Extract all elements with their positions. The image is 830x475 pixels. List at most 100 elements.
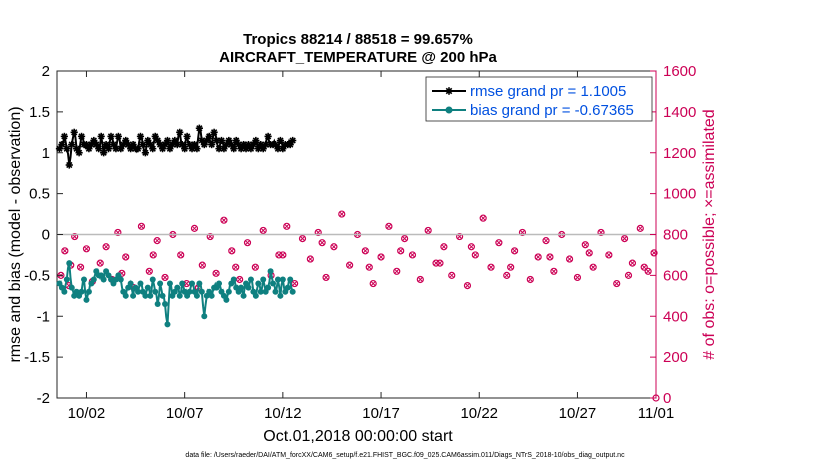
obs-point [161, 273, 169, 282]
obs-point [361, 247, 369, 255]
legend-rmse-marker [445, 87, 453, 95]
x-axis: 10/02 10/07 10/12 10/17 10/22 10/27 11/01 [68, 71, 674, 422]
obs-count-series [57, 210, 660, 402]
y-left-tick-label: 0 [42, 227, 50, 244]
rmse-point [63, 145, 71, 153]
y-right-tick-label: 1200 [663, 145, 696, 162]
y-axis-right-label: # of obs: o=possible; ×=assimilated [701, 109, 718, 359]
bias-point [176, 292, 183, 299]
bias-point [78, 288, 85, 295]
bias-point [137, 280, 144, 287]
legend-bias-marker [445, 106, 453, 114]
obs-point [448, 271, 456, 279]
rmse-point [289, 136, 297, 145]
bias-point [147, 292, 154, 299]
bias-point [225, 288, 232, 295]
bias-point [223, 296, 230, 303]
rmse-point [58, 140, 66, 149]
obs-point [436, 259, 444, 267]
obs-point [137, 222, 146, 230]
chart-title-line1: Tropics 88214 / 88518 = 99.657% [243, 31, 473, 48]
obs-point [61, 247, 69, 255]
obs-point [424, 226, 432, 235]
obs-point [153, 237, 161, 245]
rmse-point [227, 140, 235, 149]
bias-point [196, 280, 203, 287]
y-left-tick-label: 1 [42, 145, 50, 162]
bias-point [245, 284, 252, 291]
x-axis-label: Oct.01,2018 00:00:00 start [263, 428, 453, 445]
y-right-tick-label: 400 [663, 308, 688, 325]
data-file-footer: data file: /Users/raeder/DAI/ATM_forcXX/… [185, 452, 625, 459]
bias-point [85, 288, 92, 295]
obs-point [546, 253, 554, 261]
obs-point [220, 216, 228, 224]
x-tick-label: 10/07 [166, 405, 204, 422]
bias-point [66, 260, 73, 267]
obs-point [573, 273, 582, 282]
bias-point [63, 276, 70, 283]
obs-point [232, 263, 240, 271]
x-tick-label: 11/01 [638, 405, 674, 422]
obs-point [243, 239, 252, 247]
rmse-point [154, 136, 162, 145]
bias-point [81, 276, 88, 283]
rmse-point [55, 145, 64, 153]
bias-point [238, 284, 245, 291]
obs-point [318, 239, 326, 247]
bias-point [247, 276, 254, 283]
obs-point [102, 243, 110, 251]
rmse-point [100, 149, 108, 157]
rmse-point [104, 145, 113, 153]
bias-point [216, 280, 223, 287]
obs-point [122, 253, 130, 261]
obs-point [503, 271, 511, 279]
legend: rmse grand pr = 1.1005 bias grand pr = -… [425, 76, 653, 122]
bias-point [274, 276, 281, 283]
bias-point [135, 288, 142, 295]
bias-point [164, 321, 171, 328]
legend-bias-label: bias grand pr = -0.67365 [470, 102, 634, 119]
y-axis-left: -2 -1.5 -1 -0.5 0 0.5 1 1.5 2 [24, 63, 63, 407]
bias-point [127, 280, 134, 287]
bias-point [230, 276, 237, 283]
legend-rmse-star [445, 87, 453, 95]
rmse-point [65, 161, 73, 169]
bias-point [240, 292, 247, 299]
obs-point [463, 281, 472, 290]
rmse-point [158, 145, 167, 153]
obs-point [542, 237, 550, 245]
obs-point [550, 267, 558, 275]
legend-bias-dot [445, 106, 453, 114]
bias-point [270, 280, 277, 287]
obs-point [251, 263, 259, 271]
obs-point [198, 261, 206, 269]
y-right-tick-label: 600 [663, 267, 688, 284]
bias-point [287, 276, 294, 283]
bias-point [142, 292, 149, 299]
obs-point [96, 259, 104, 267]
rmse-point [149, 145, 157, 153]
x-tick-label: 10/02 [68, 405, 106, 422]
rmse-point [183, 132, 191, 140]
obs-point [620, 234, 629, 243]
obs-point [397, 247, 405, 255]
obs-point [330, 243, 338, 251]
legend-rmse-label: rmse grand pr = 1.1005 [470, 83, 626, 100]
obs-point [534, 253, 542, 261]
bias-point [277, 292, 284, 299]
obs-point [76, 263, 85, 271]
rmse-point [208, 140, 216, 149]
y-right-tick-label: 1000 [663, 186, 696, 203]
y-axis-left-label: rmse and bias (model - observation) [7, 106, 24, 362]
rmse-point [193, 145, 201, 153]
obs-point [306, 255, 314, 263]
bias-point [100, 276, 107, 283]
rmse-point [136, 132, 145, 140]
bias-point [117, 276, 124, 283]
y-right-tick-label: 800 [663, 227, 688, 244]
obs-point [467, 243, 475, 251]
bias-point [289, 288, 296, 295]
obs-point [385, 222, 393, 230]
